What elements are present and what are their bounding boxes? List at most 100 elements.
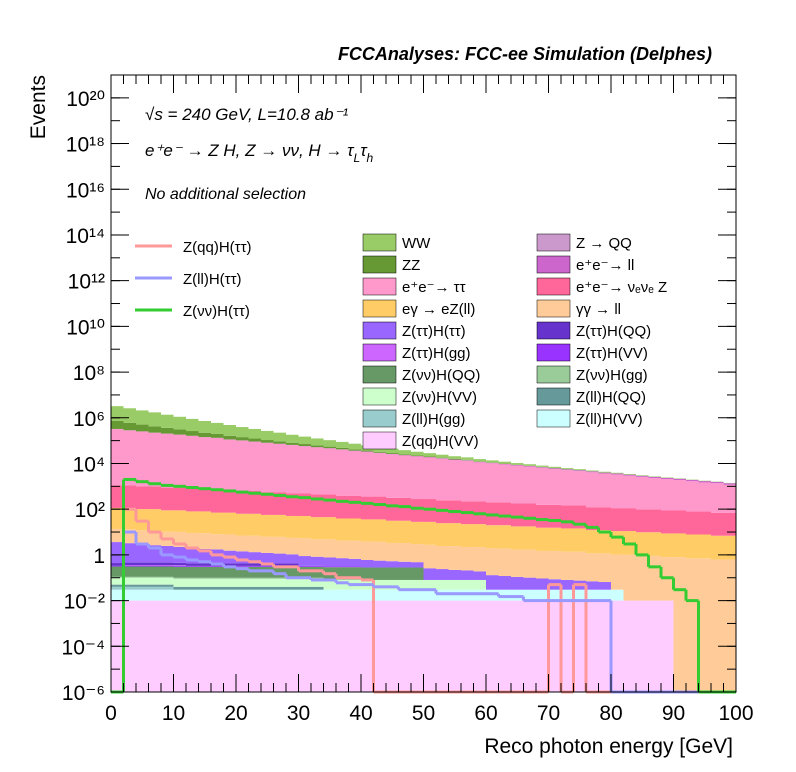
histogram-bar [148,589,161,601]
histogram-bar [498,461,511,464]
histogram-bar [411,544,424,563]
y-tick-label: 10² [75,499,105,522]
histogram-bar [411,451,424,456]
histogram-bar [386,497,399,521]
histogram-bar [173,562,186,566]
histogram-bar [561,468,574,470]
histogram-bar [661,477,674,480]
histogram-bar [386,448,399,454]
histogram-bar [586,507,599,531]
histogram-bar [673,480,686,511]
histogram-bar [161,576,174,578]
y-tick-label: 10¹⁴ [66,225,105,248]
histogram-bar [636,509,649,533]
histogram-bar [111,406,124,421]
histogram-bar [461,460,474,502]
histogram-bar [261,565,274,567]
histogram-bar [511,503,524,527]
histogram-bar [136,424,149,432]
plot-area [111,406,736,694]
histogram-bar [298,600,311,692]
y-tick-label: 10⁴ [73,453,105,476]
histogram-bar [211,589,224,601]
histogram-bar [323,494,336,518]
histogram-bar [586,553,599,582]
histogram-bar [286,600,299,692]
histogram-bar [523,526,536,550]
histogram-bar [273,577,286,579]
histogram-bar [436,523,449,547]
histogram-bar [423,456,436,458]
histogram-bar [186,532,199,548]
histogram-bar [273,563,286,566]
histogram-bar [148,426,161,433]
histogram-bar [373,600,386,692]
x-tick-label: 60 [474,702,497,725]
x-tick-label: 30 [287,702,310,725]
x-tick-label: 10 [162,702,185,725]
histogram-bar [261,492,274,515]
histogram-bar [348,540,361,559]
histogram-bar [198,565,211,567]
histogram-bar [698,511,711,535]
legend-swatch [362,233,397,252]
histogram-bar [161,577,174,585]
histogram-bar [298,515,311,539]
histogram-bar [236,535,249,552]
histogram-bar [223,534,236,551]
histogram-bar [198,548,211,564]
x-tick-label: 40 [349,702,372,725]
annotation: √s = 240 GeV, L=10.8 ab⁻¹ [145,105,349,124]
histogram-bar [523,464,536,466]
legend-swatch [362,343,397,362]
histogram-bar [573,551,586,581]
histogram-bar [411,521,424,545]
histogram-bar [673,533,686,558]
histogram-bar [448,523,461,547]
y-tick-label: 10⁻⁶ [62,682,105,705]
histogram-bar [148,565,161,567]
histogram-bar [636,532,649,556]
histogram-bar [561,600,574,692]
histogram-bar [611,531,624,555]
histogram-bar [248,428,261,439]
histogram-bar [598,600,611,692]
histogram-bar [161,566,174,577]
histogram-bar [448,600,461,692]
histogram-bar [461,524,474,548]
legend-swatch [536,233,571,252]
histogram-bar [536,504,549,528]
histogram-bar [198,511,211,534]
histogram-bar [573,589,586,601]
histogram-bar [523,549,536,578]
histogram-bar [486,548,499,576]
legend-label: Z → QQ [576,235,632,252]
histogram-bar [423,521,436,545]
histogram-bar [236,589,249,601]
histogram-bar [698,481,711,483]
histogram-bar [198,600,211,692]
histogram-bar [236,563,249,566]
histogram-bar [286,589,299,601]
histogram-bar [511,526,524,550]
histogram-bar [161,433,174,488]
histogram-bar [573,600,586,692]
histogram-bar [223,578,236,587]
histogram-bar [348,443,361,450]
histogram-bar [323,517,336,540]
histogram-bar [648,478,661,510]
y-tick-label: 10¹⁶ [66,179,105,202]
histogram-bar [348,589,361,601]
histogram-bar [598,507,611,531]
legend-swatch [362,387,397,406]
x-axis-label: Reco photon energy [GeV] [484,735,733,758]
histogram-bar [286,434,299,443]
histogram-bar [423,568,436,580]
histogram-bar [423,544,436,569]
histogram-bar [523,589,536,601]
histogram-bar [536,467,549,505]
histogram-bar [411,600,424,692]
histogram-bar [248,578,261,587]
histogram-bar [373,541,386,561]
histogram-bar [686,534,699,559]
